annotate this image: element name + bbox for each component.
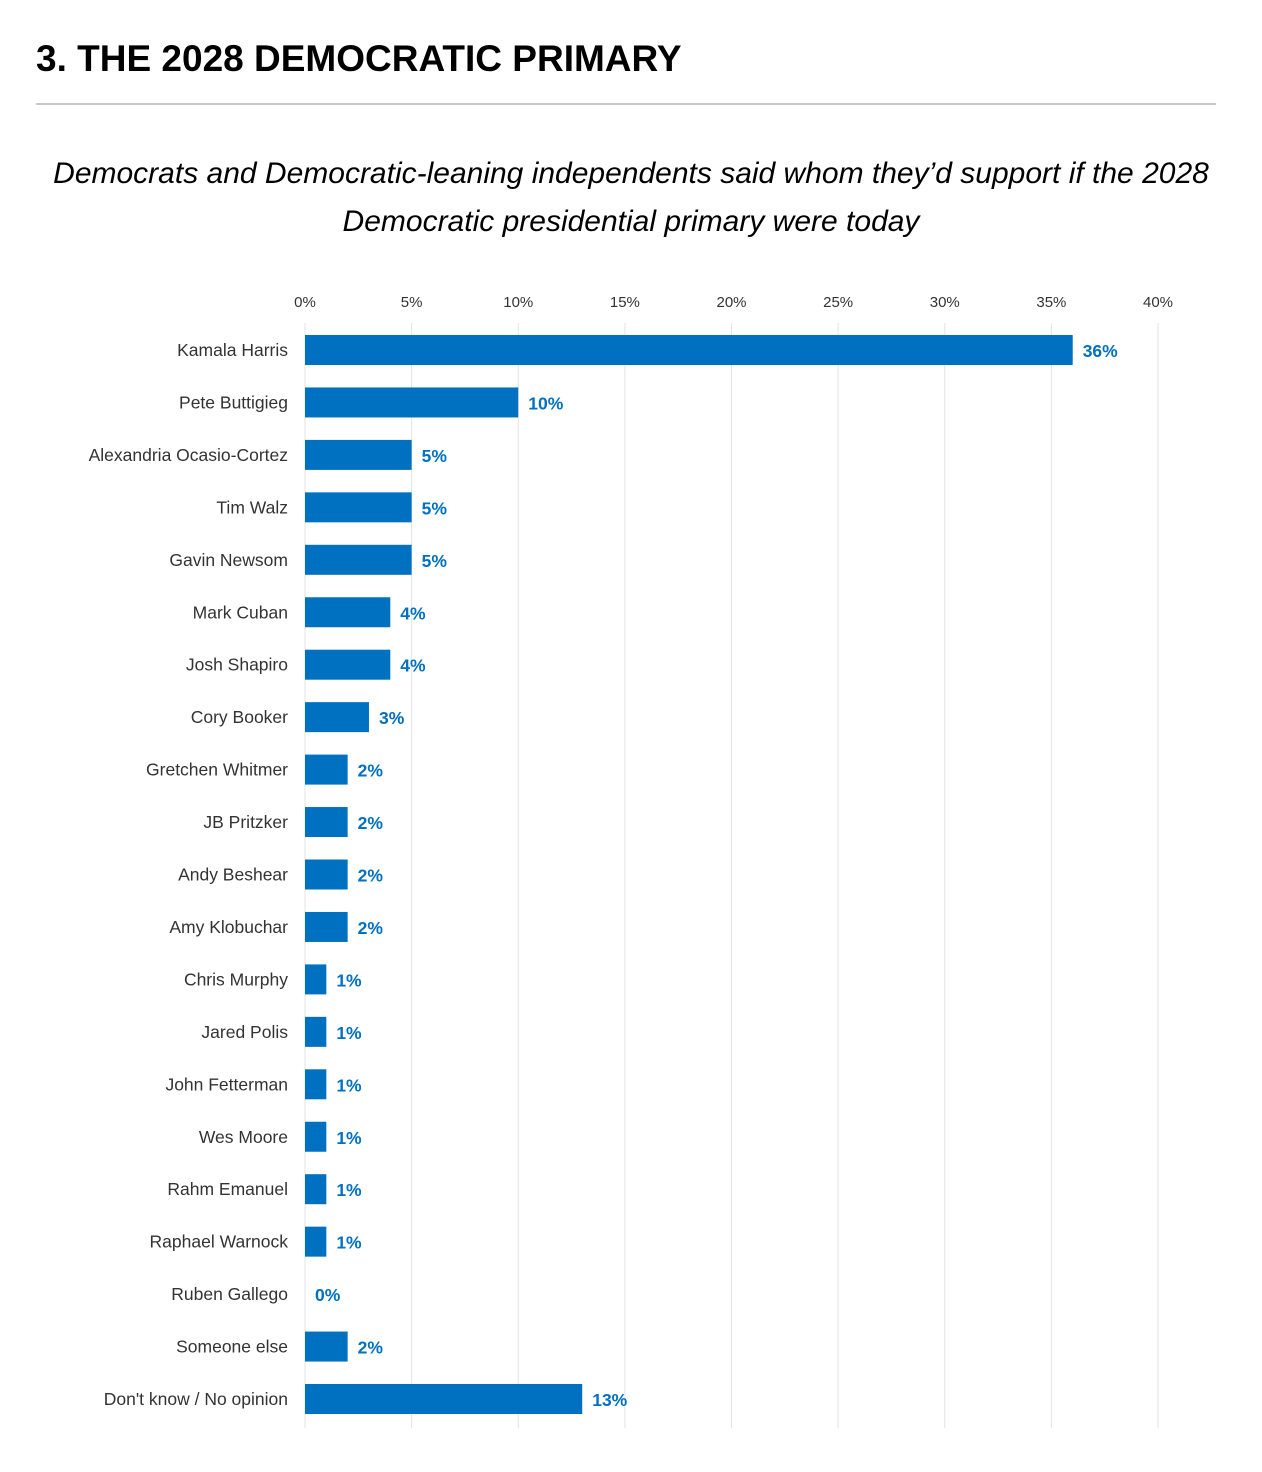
data-label: 2% (358, 761, 384, 781)
bar (305, 702, 369, 733)
category-label: Gavin Newsom (169, 550, 288, 570)
bar (305, 1069, 327, 1100)
chart-title: Democrats and Democratic-leaning indepen… (53, 157, 1209, 238)
bar (305, 1331, 348, 1362)
data-label: 2% (358, 813, 384, 833)
data-label: 5% (422, 446, 448, 466)
category-label: Mark Cuban (193, 602, 288, 622)
bar (305, 387, 519, 418)
data-label: 1% (336, 1233, 362, 1253)
tick-label: 15% (610, 294, 640, 311)
data-label: 2% (358, 1338, 384, 1358)
bar (305, 1121, 327, 1152)
category-label: Don't know / No opinion (104, 1389, 288, 1409)
category-label: Rahm Emanuel (167, 1179, 288, 1199)
tick-label: 35% (1036, 294, 1066, 311)
tick-label: 20% (716, 294, 746, 311)
category-label: Raphael Warnock (150, 1232, 289, 1252)
bar (305, 439, 412, 470)
data-label: 1% (336, 1180, 362, 1200)
page-title: 3. THE 2028 DEMOCRATIC PRIMARY (36, 38, 682, 79)
bar (305, 492, 412, 523)
category-label: Chris Murphy (184, 969, 288, 989)
category-label: Pete Buttigieg (179, 392, 288, 412)
category-label: John Fetterman (165, 1074, 288, 1094)
category-label: Wes Moore (199, 1127, 288, 1147)
tick-label: 40% (1143, 294, 1173, 311)
data-label: 4% (400, 656, 426, 676)
bar (305, 807, 348, 838)
category-label: Amy Klobuchar (169, 917, 288, 937)
data-label: 1% (336, 1023, 362, 1043)
data-label: 1% (336, 1075, 362, 1095)
category-label: Jared Polis (201, 1022, 288, 1042)
bar (305, 335, 1073, 365)
tick-label: 5% (401, 294, 423, 311)
divider (36, 103, 1216, 105)
data-label: 13% (592, 1390, 627, 1410)
bar (305, 1226, 327, 1257)
data-label: 36% (1083, 341, 1118, 361)
category-label: Josh Shapiro (186, 655, 288, 675)
data-label: 3% (379, 708, 405, 728)
tick-label: 25% (823, 294, 853, 311)
tick-label: 30% (930, 294, 960, 311)
category-label: Alexandria Ocasio-Cortez (89, 445, 288, 465)
data-label: 4% (400, 603, 426, 623)
data-label: 5% (422, 551, 448, 571)
bar (305, 964, 327, 995)
bar (305, 597, 391, 628)
category-label: JB Pritzker (203, 812, 288, 832)
bar (305, 1016, 327, 1047)
tick-label: 0% (294, 294, 316, 311)
category-label: Someone else (176, 1337, 288, 1357)
data-label: 1% (336, 970, 362, 990)
data-label: 1% (336, 1128, 362, 1148)
data-label: 2% (358, 918, 384, 938)
bar (305, 1384, 583, 1414)
data-label: 10% (528, 393, 563, 413)
bar (305, 1174, 327, 1205)
category-label: Gretchen Whitmer (146, 760, 288, 780)
category-label: Cory Booker (191, 707, 288, 727)
category-label: Tim Walz (216, 497, 288, 517)
category-label: Ruben Gallego (171, 1284, 288, 1304)
bar (305, 754, 348, 785)
bar (305, 544, 412, 575)
category-label: Andy Beshear (178, 865, 288, 885)
data-label: 0% (315, 1285, 341, 1305)
bar (305, 859, 348, 890)
tick-label: 10% (503, 294, 533, 311)
data-label: 2% (358, 866, 384, 886)
category-label: Kamala Harris (177, 340, 288, 360)
bar (305, 649, 391, 680)
data-label: 5% (422, 498, 448, 518)
bar (305, 911, 348, 942)
